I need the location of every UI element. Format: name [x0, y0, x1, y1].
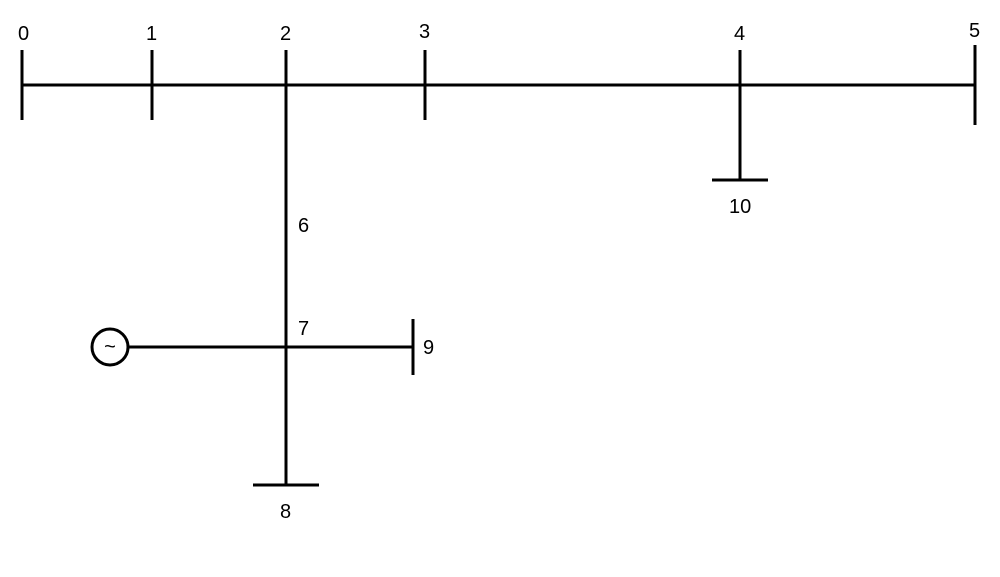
bus-label-4: 4: [734, 23, 745, 45]
bus-label-8: 8: [280, 501, 291, 523]
bus-label-7: 7: [298, 318, 309, 340]
bus-label-10: 10: [729, 196, 751, 218]
bus-label-5: 5: [969, 20, 980, 42]
bus-label-6: 6: [298, 215, 309, 237]
bus-label-2: 2: [280, 23, 291, 45]
bus-label-3: 3: [419, 21, 430, 43]
bus-label-9: 9: [423, 337, 434, 359]
single-line-diagram: 0 1 2 3 4 5 6 7 8 9 10 ~: [0, 0, 1000, 577]
generator-tilde: ~: [104, 336, 116, 358]
bus-label-0: 0: [18, 23, 29, 45]
bus-label-1: 1: [146, 23, 157, 45]
